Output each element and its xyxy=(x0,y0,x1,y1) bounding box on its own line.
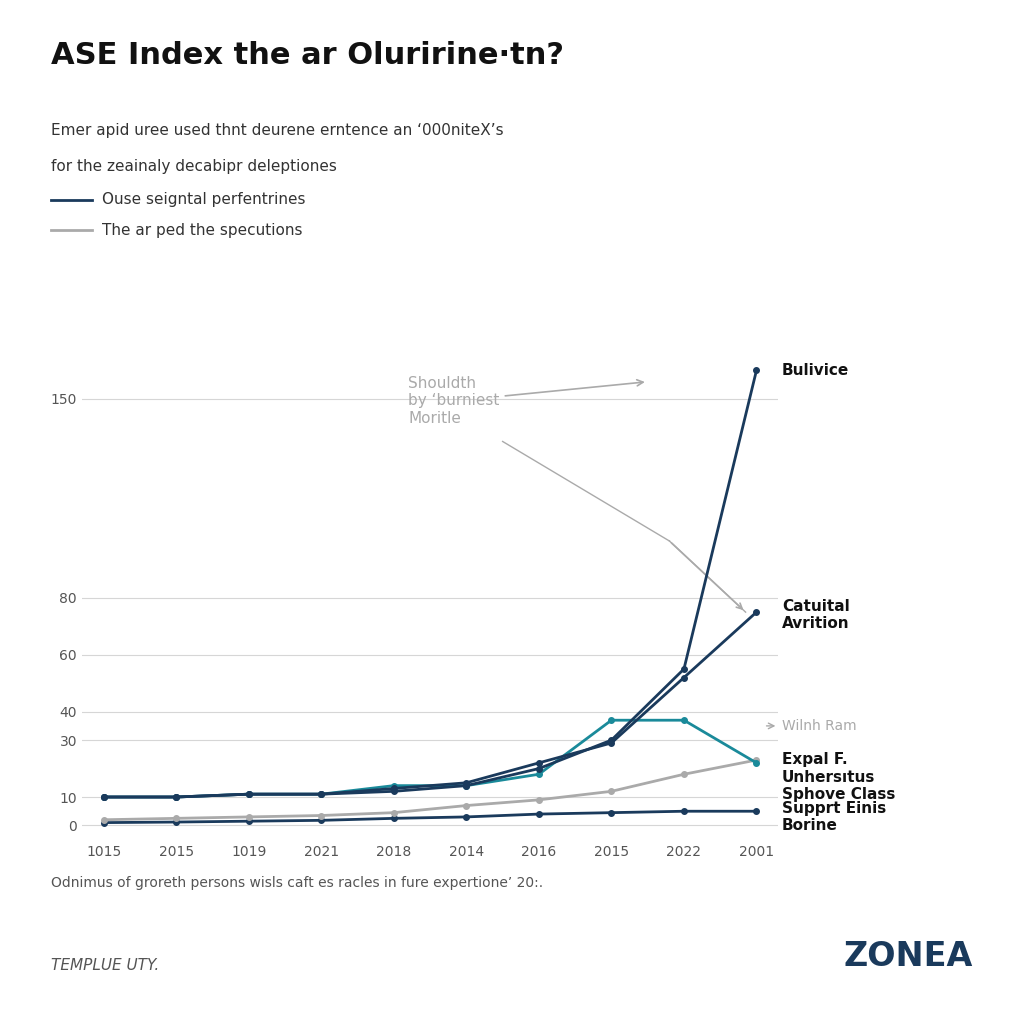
Text: Supprt Einis
Borine: Supprt Einis Borine xyxy=(782,801,886,834)
Text: ZONEA: ZONEA xyxy=(844,940,973,973)
Text: Catuital
Avrition: Catuital Avrition xyxy=(782,599,850,631)
Text: for the zeainaly decabipr deleptiones: for the zeainaly decabipr deleptiones xyxy=(51,159,337,174)
Text: Odnimus of groreth persons wisls caft es racles in fure expertione’ 20:.: Odnimus of groreth persons wisls caft es… xyxy=(51,876,544,890)
Text: The ar ped the specutions: The ar ped the specutions xyxy=(102,223,303,238)
Text: Sphove Class: Sphove Class xyxy=(782,786,895,802)
Text: Bulivice: Bulivice xyxy=(782,362,849,378)
Text: Expal F.
Unhersıtus: Expal F. Unhersıtus xyxy=(782,753,876,784)
Text: ASE Index the ar Oluririne·tn?: ASE Index the ar Oluririne·tn? xyxy=(51,41,564,70)
Text: Emer apid uree used thnt deurene erntence an ‘000niteX’s: Emer apid uree used thnt deurene erntenc… xyxy=(51,123,504,138)
Text: TEMPLUE UTY.: TEMPLUE UTY. xyxy=(51,957,160,973)
Text: Wilnh Ram: Wilnh Ram xyxy=(782,719,856,733)
Text: Shouldth
by ‘burniest
Moritle: Shouldth by ‘burniest Moritle xyxy=(409,376,643,426)
Text: Ouse seigntal perfentrines: Ouse seigntal perfentrines xyxy=(102,193,306,207)
